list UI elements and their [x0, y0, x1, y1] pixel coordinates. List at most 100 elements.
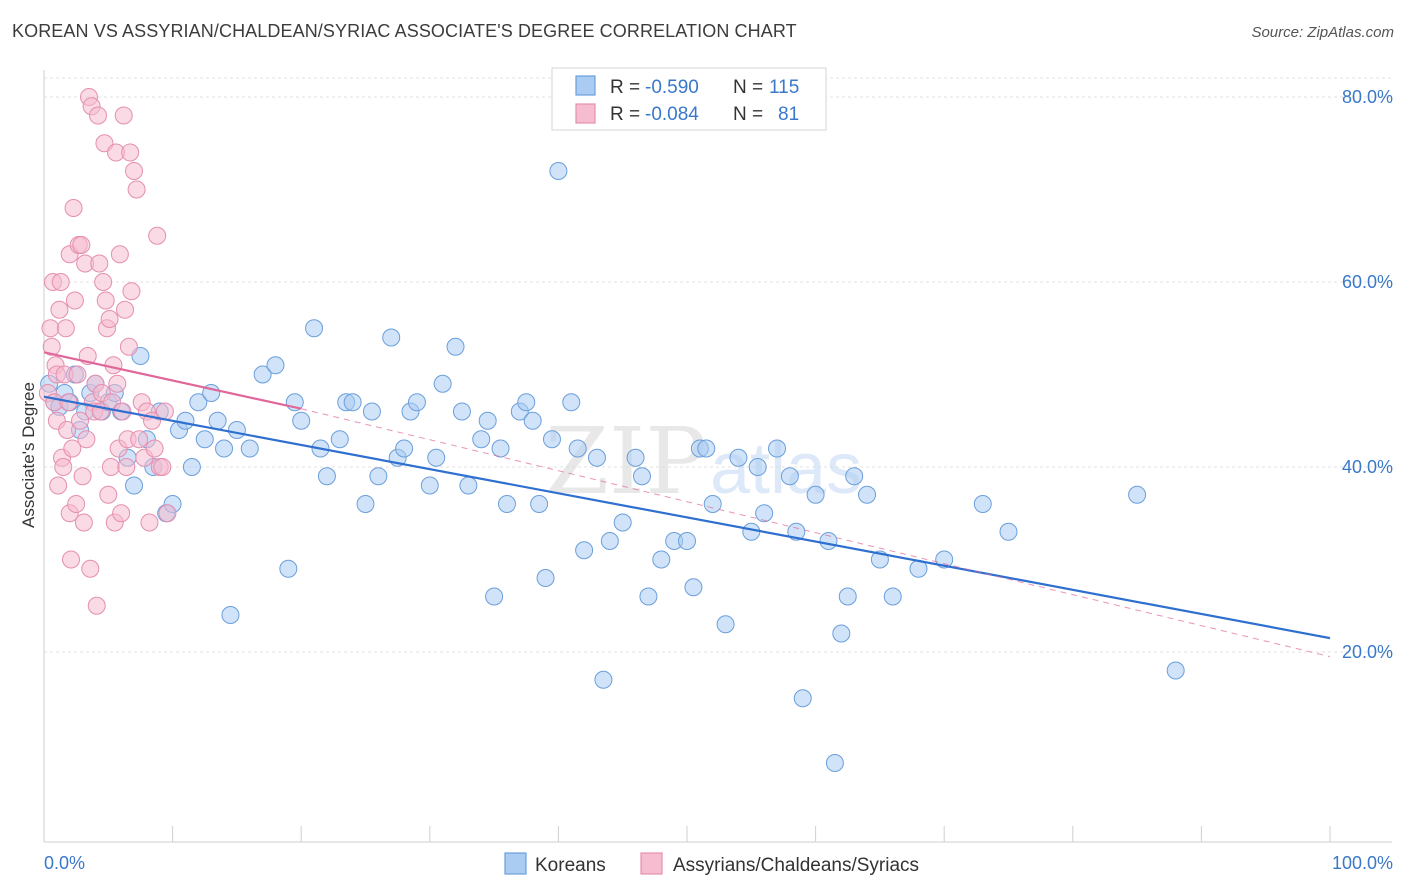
point-0-60 [485, 587, 504, 606]
point-1-40 [89, 106, 108, 125]
legend-r-value-1: -0.084 [645, 104, 699, 125]
point-0-107 [973, 495, 992, 513]
point-0-30 [221, 606, 240, 624]
point-1-68 [127, 180, 146, 199]
point-1-27 [72, 236, 91, 254]
point-1-28 [73, 467, 92, 486]
point-0-74 [594, 670, 613, 689]
point-0-61 [491, 439, 510, 458]
point-1-62 [117, 458, 136, 476]
point-1-23 [67, 495, 86, 513]
point-0-85 [697, 439, 716, 458]
legend-swatch-assyrians [575, 103, 596, 124]
chart-source: Source: ZipAtlas.com [1251, 24, 1394, 41]
point-0-82 [678, 532, 696, 550]
point-0-77 [626, 448, 645, 467]
point-0-93 [780, 467, 799, 486]
point-0-55 [446, 337, 465, 356]
data-points [38, 88, 1185, 772]
point-0-67 [536, 569, 555, 587]
point-0-33 [253, 365, 272, 384]
legend-n-value-1: 81 [778, 104, 799, 125]
point-0-25 [189, 393, 208, 412]
y-tick-label-3: 80.0% [1342, 87, 1393, 107]
point-0-87 [716, 615, 735, 634]
legend-n-label-0: N = [733, 77, 763, 98]
point-0-15 [125, 476, 144, 495]
point-0-83 [684, 578, 703, 597]
point-0-97 [819, 532, 838, 550]
point-0-52 [420, 476, 439, 495]
point-0-90 [748, 458, 767, 476]
point-1-49 [100, 310, 119, 328]
point-0-73 [587, 448, 606, 467]
point-0-92 [768, 439, 787, 458]
y-axis-label: Associate's Degree [19, 382, 38, 528]
point-0-69 [549, 162, 568, 180]
point-0-54 [433, 374, 452, 393]
point-0-104 [883, 587, 902, 606]
point-0-38 [305, 319, 324, 338]
point-1-66 [122, 282, 141, 301]
bottom-legend: Koreans Assyrians/Chaldeans/Syriacs [504, 852, 919, 876]
point-0-26 [195, 430, 214, 449]
point-0-51 [407, 393, 426, 412]
point-1-22 [65, 291, 84, 310]
point-0-66 [530, 495, 549, 513]
point-0-72 [575, 541, 594, 560]
point-0-41 [330, 430, 349, 449]
point-0-101 [845, 467, 864, 486]
point-0-53 [427, 448, 446, 467]
point-0-46 [369, 467, 388, 486]
point-0-44 [356, 495, 375, 513]
point-1-19 [62, 550, 81, 569]
point-0-75 [600, 532, 619, 550]
point-0-37 [292, 411, 311, 430]
point-1-57 [110, 245, 129, 264]
legend-r-label-1: R = [610, 104, 640, 125]
point-1-64 [119, 337, 138, 356]
y-tick-label-1: 40.0% [1342, 457, 1393, 477]
point-1-26 [71, 411, 90, 430]
trend-extension-1 [301, 408, 1331, 658]
point-0-47 [382, 328, 401, 347]
y-tick-label-0: 20.0% [1342, 642, 1393, 662]
point-0-59 [478, 411, 497, 430]
point-0-35 [279, 559, 298, 578]
point-0-106 [935, 550, 954, 569]
point-0-28 [208, 411, 227, 430]
point-0-108 [999, 522, 1018, 541]
bottom-legend-swatch-koreans [504, 852, 527, 875]
point-0-65 [523, 411, 542, 430]
legend-n-label-1: N = [733, 104, 763, 125]
bottom-legend-label-koreans: Koreans [535, 855, 606, 876]
point-1-80 [158, 504, 177, 523]
trend-line-1 [43, 351, 302, 410]
point-1-10 [51, 273, 70, 291]
point-1-9 [50, 300, 69, 319]
point-0-89 [742, 522, 761, 541]
chart-title: KOREAN VS ASSYRIAN/CHALDEAN/SYRIAC ASSOC… [12, 21, 797, 41]
x-tick-label-min: 0.0% [44, 853, 85, 873]
point-1-29 [74, 513, 93, 532]
point-1-75 [145, 439, 164, 458]
point-1-55 [108, 374, 127, 393]
point-0-70 [562, 393, 581, 412]
point-1-20 [63, 439, 82, 458]
point-0-58 [472, 430, 491, 449]
point-1-21 [64, 199, 83, 217]
point-1-58 [112, 504, 131, 523]
point-1-1 [41, 319, 60, 338]
point-0-32 [240, 439, 259, 458]
point-0-31 [227, 421, 246, 439]
point-1-39 [87, 596, 106, 615]
point-1-31 [77, 430, 96, 449]
point-0-56 [452, 402, 471, 421]
point-0-34 [266, 356, 285, 375]
point-0-80 [652, 550, 671, 569]
point-0-78 [632, 467, 651, 486]
point-0-94 [787, 522, 806, 541]
point-0-79 [639, 587, 658, 606]
point-0-99 [832, 624, 851, 643]
